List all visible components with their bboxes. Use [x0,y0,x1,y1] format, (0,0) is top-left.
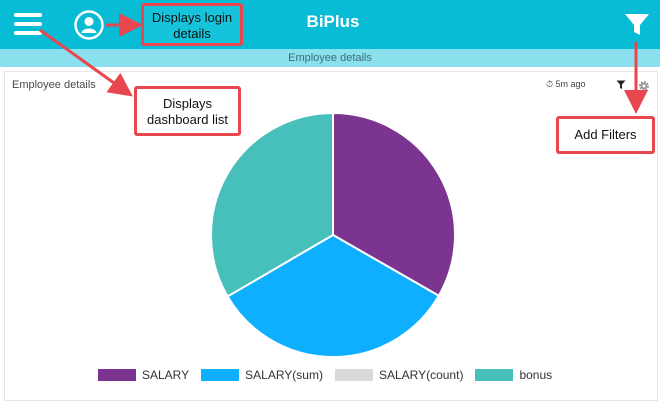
legend-item-bonus[interactable]: bonus [475,368,552,382]
legend-label: bonus [519,368,553,382]
legend-swatch [201,369,240,381]
app-title: BiPlus [306,12,360,31]
pie-slice-bonus[interactable] [210,111,334,298]
card-title: Employee details [12,79,96,91]
annotation-login-details: Displays login details [141,3,243,46]
annotation-add-filters: Add Filters [556,116,655,154]
pie-slice-salary[interactable] [332,111,456,298]
legend-label: SALARY(sum) [245,368,323,382]
legend-label: SALARY [142,368,190,382]
user-account-icon[interactable] [74,10,104,40]
last-updated-label: ⏱ 5m ago [546,79,586,89]
dashboard-name-bar: Employee details [0,49,660,67]
salary-pie-chart [210,111,456,358]
annotation-dashboard-list: Displays dashboard list [134,86,241,136]
legend-item-salary-sum[interactable]: SALARY(sum) [201,368,323,382]
pie-slice-salary-sum[interactable] [226,233,441,358]
chart-legend: SALARY SALARY(sum) SALARY(count) bonus [98,367,564,383]
card-filter-icon[interactable] [616,80,626,90]
legend-swatch [334,369,373,381]
legend-swatch [475,369,514,381]
hamburger-menu-icon[interactable] [14,13,44,35]
gear-icon[interactable] [638,80,650,92]
legend-item-salary[interactable]: SALARY [98,368,189,382]
legend-item-salary-count[interactable]: SALARY(count) [334,368,464,382]
filter-icon[interactable] [623,12,651,38]
legend-swatch [98,369,136,381]
legend-label: SALARY(count) [378,368,464,382]
